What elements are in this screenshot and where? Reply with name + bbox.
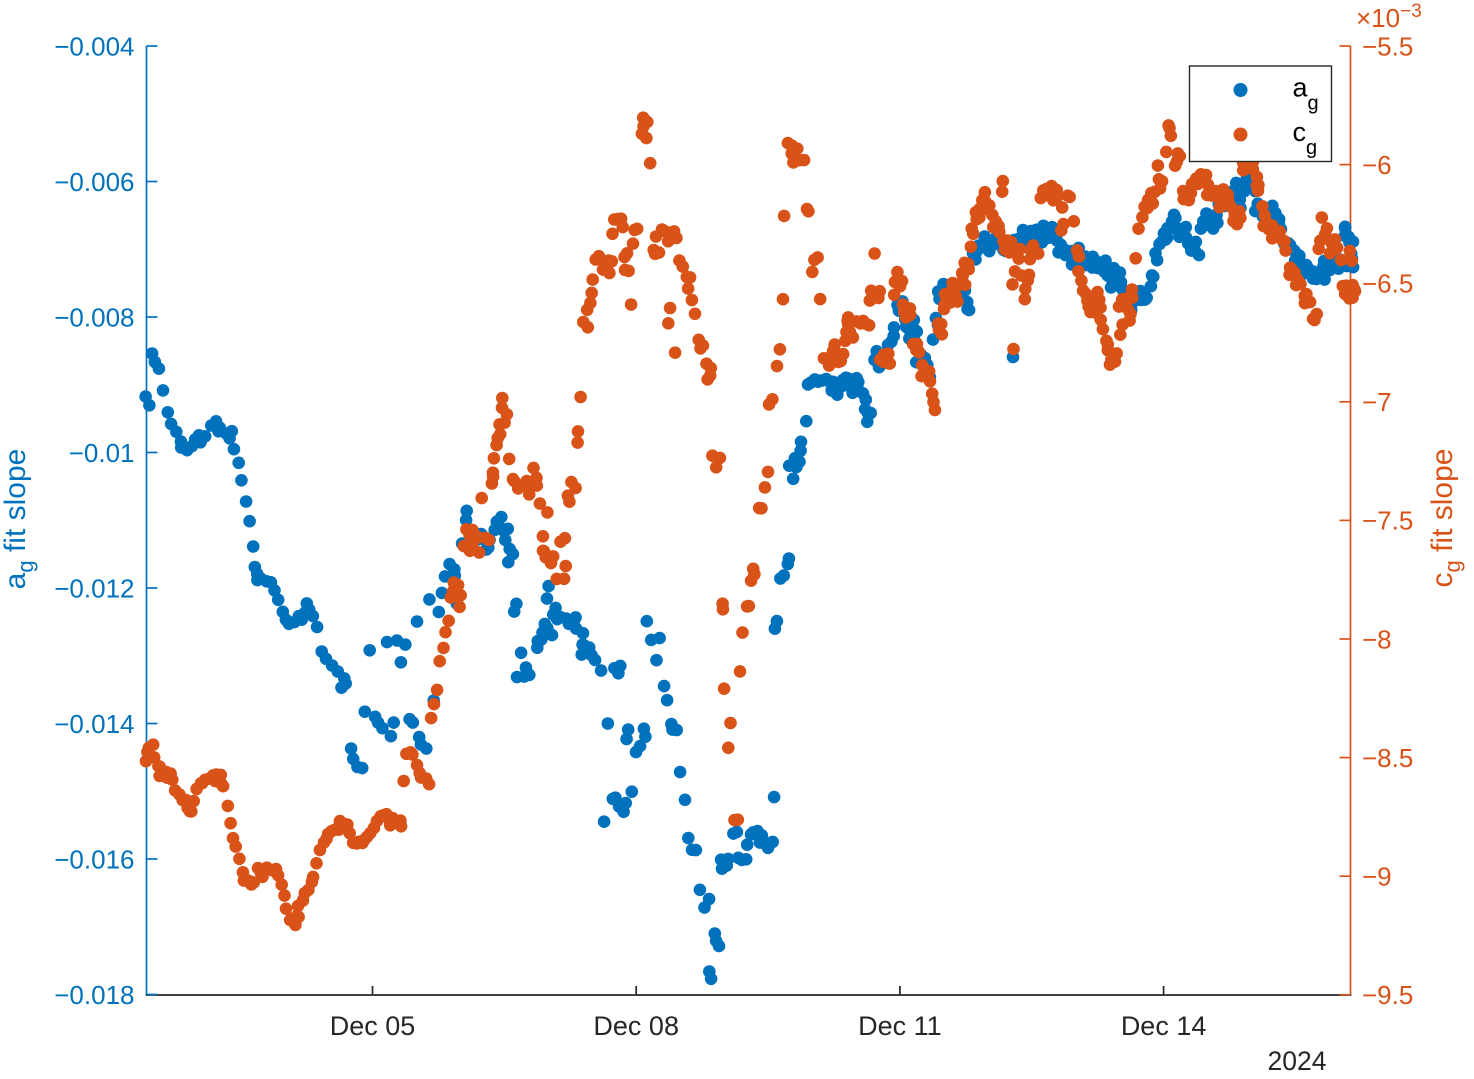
svg-text:Dec 05: Dec 05: [330, 1011, 416, 1041]
svg-text:−0.006: −0.006: [54, 167, 134, 197]
svg-text:−0.008: −0.008: [54, 302, 134, 332]
svg-text:2024: 2024: [1268, 1046, 1327, 1074]
svg-text:−7.5: −7.5: [1362, 506, 1413, 536]
svg-text:Dec 14: Dec 14: [1121, 1011, 1207, 1041]
svg-text:−8: −8: [1362, 624, 1392, 654]
svg-text:−5.5: −5.5: [1362, 31, 1413, 61]
svg-text:−0.012: −0.012: [54, 573, 134, 603]
svg-text:−0.016: −0.016: [54, 844, 134, 874]
svg-text:ag fit slope: ag fit slope: [0, 449, 38, 590]
svg-text:−0.018: −0.018: [54, 980, 134, 1010]
svg-text:−8.5: −8.5: [1362, 743, 1413, 773]
svg-text:cg fit slope: cg fit slope: [1426, 449, 1465, 588]
svg-text:−7: −7: [1362, 387, 1392, 417]
svg-text:−0.004: −0.004: [54, 31, 134, 61]
svg-text:−0.01: −0.01: [69, 438, 135, 468]
svg-text:−9.5: −9.5: [1362, 980, 1413, 1010]
svg-text:Dec 08: Dec 08: [593, 1011, 679, 1041]
svg-text:−9: −9: [1362, 862, 1392, 892]
svg-text:−6: −6: [1362, 150, 1392, 180]
svg-text:−6.5: −6.5: [1362, 269, 1413, 299]
svg-text:−0.014: −0.014: [54, 709, 134, 739]
svg-text:Dec 11: Dec 11: [858, 1011, 942, 1041]
